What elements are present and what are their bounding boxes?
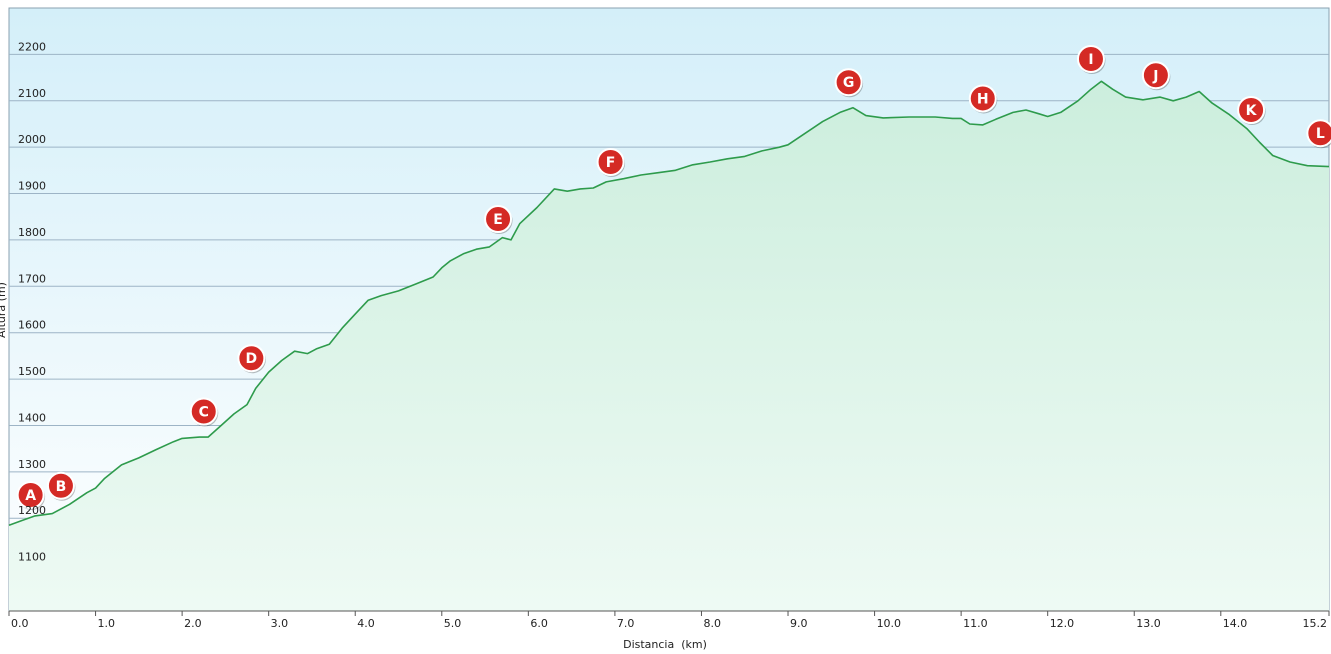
x-tick-label: 13.0 [1136, 617, 1161, 630]
y-tick-label: 1100 [18, 551, 46, 564]
waypoint-label: J [1152, 68, 1158, 84]
x-tick-label: 0.0 [11, 617, 29, 630]
elevation-line [8, 80, 1330, 526]
waypoint-circle [968, 84, 997, 113]
waypoint-label: A [25, 488, 36, 504]
x-tick-label: 6.0 [530, 617, 548, 630]
x-tick-label: 3.0 [271, 617, 289, 630]
y-tick-labels: 1100 1200 1300 1400 1500 1600 1700 1800 1900 2000… [18, 40, 46, 563]
y-tick-label: 2100 [18, 87, 46, 100]
x-tick-label: 9.0 [790, 617, 808, 630]
waypoint-circle [1076, 45, 1105, 74]
x-tick-label: 11.0 [963, 617, 988, 630]
y-tick-label: 2000 [18, 133, 46, 146]
y-tick-label: 1600 [18, 319, 46, 332]
y-axis-title: Altura (m) [0, 282, 8, 338]
waypoint-label: F [606, 155, 616, 171]
y-tick-label: 1800 [18, 226, 46, 239]
x-tick-labels: 0.0 1.0 2.0 3.0 4.0 5.0 6.0 7.0 8.0 9.0 10.0 11.0 12… [11, 617, 1327, 630]
waypoint-circle [46, 471, 75, 500]
x-tick-label: 8.0 [703, 617, 721, 630]
waypoint-marker-d[interactable]: D [237, 344, 266, 374]
x-tick-label: 12.0 [1050, 617, 1075, 630]
y-tick-label: 1200 [18, 504, 46, 517]
waypoint-marker-g[interactable]: G [834, 68, 864, 98]
waypoint-circle [596, 147, 625, 176]
x-tick-label: 2.0 [184, 617, 202, 630]
waypoint-circle [237, 344, 266, 373]
waypoint-circle [1306, 119, 1331, 148]
waypoint-marker-l[interactable]: L [1306, 119, 1331, 149]
waypoint-label: L [1316, 126, 1325, 142]
waypoint-circle [1141, 61, 1170, 90]
waypoint-circle [834, 68, 863, 97]
waypoint-marker-i[interactable]: I [1076, 45, 1106, 75]
waypoint-circle [16, 481, 45, 510]
waypoint-marker-e[interactable]: E [484, 205, 513, 235]
elevation-area-fill [9, 81, 1329, 612]
y-tick-label: 1900 [18, 180, 46, 193]
waypoint-label: E [493, 212, 503, 228]
axes [8, 610, 1330, 616]
y-tick-label: 1700 [18, 272, 46, 285]
y-tick-label: 1400 [18, 411, 46, 424]
waypoint-label: B [56, 479, 67, 495]
x-tick-label: 5.0 [444, 617, 462, 630]
waypoint-marker-f[interactable]: F [596, 147, 626, 177]
waypoint-markers: A B C D E F G H I J K L [16, 45, 1331, 511]
waypoint-circle [189, 397, 218, 426]
waypoint-label: G [843, 75, 855, 91]
waypoint-label: H [977, 91, 989, 107]
waypoint-marker-h[interactable]: H [968, 84, 998, 114]
waypoint-circle [484, 205, 513, 234]
waypoint-marker-a[interactable]: A [16, 481, 46, 511]
x-axis-title: Distancia (km) [623, 638, 707, 651]
x-tick-label: 10.0 [877, 617, 902, 630]
waypoint-label: I [1088, 52, 1093, 68]
elevation-area [9, 81, 1329, 612]
x-tick-label: 7.0 [617, 617, 635, 630]
waypoint-label: C [199, 405, 209, 421]
waypoint-circle [1237, 96, 1266, 125]
waypoint-marker-c[interactable]: C [189, 397, 219, 427]
waypoint-label: D [246, 351, 258, 367]
x-tick-label: 4.0 [357, 617, 375, 630]
x-tick-label: 1.0 [98, 617, 116, 630]
waypoint-marker-k[interactable]: K [1237, 96, 1266, 126]
y-tick-label: 2200 [18, 40, 46, 53]
x-tick-label: 14.0 [1223, 617, 1248, 630]
waypoint-label: K [1246, 103, 1258, 119]
y-tick-label: 1500 [18, 365, 46, 378]
waypoint-marker-b[interactable]: B [46, 471, 76, 501]
elevation-series-line [8, 80, 1330, 526]
waypoint-marker-j[interactable]: J [1141, 61, 1171, 91]
x-tick-label: 15.2 [1303, 617, 1328, 630]
y-tick-label: 1300 [18, 458, 46, 471]
